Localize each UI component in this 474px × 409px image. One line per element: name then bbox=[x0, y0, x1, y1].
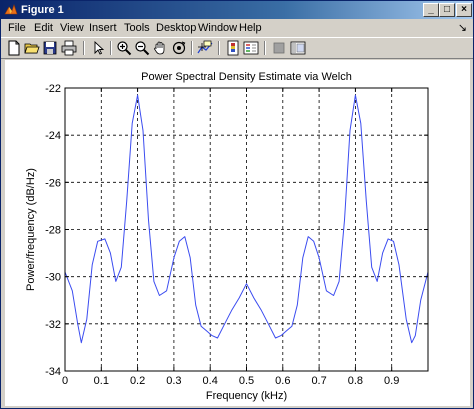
save-icon[interactable] bbox=[42, 40, 58, 56]
chart-title: Power Spectral Density Estimate via Welc… bbox=[141, 71, 352, 83]
matlab-logo-icon bbox=[4, 4, 18, 15]
zoom-in-icon[interactable] bbox=[116, 40, 132, 56]
x-tick-label: 0.9 bbox=[384, 375, 399, 387]
menu-help[interactable]: Help bbox=[239, 22, 262, 34]
toolbar-separator bbox=[83, 41, 85, 55]
data-cursor-icon[interactable] bbox=[197, 40, 213, 56]
minimize-button[interactable]: _ bbox=[423, 3, 439, 17]
y-tick-label: -30 bbox=[45, 272, 61, 284]
y-tick-label: -34 bbox=[45, 366, 61, 378]
pointer-icon[interactable] bbox=[90, 40, 106, 56]
title-bar[interactable]: Figure 1 _ □ × bbox=[1, 1, 473, 19]
rotate-3d-icon[interactable] bbox=[171, 40, 187, 56]
y-axis-label: Power/frequency (dB/Hz) bbox=[25, 168, 37, 291]
hide-plot-tools-icon[interactable] bbox=[271, 40, 287, 56]
y-tick-label: -22 bbox=[45, 83, 61, 95]
x-axis-label: Frequency (kHz) bbox=[206, 390, 287, 402]
menu-tools[interactable]: Tools bbox=[124, 22, 150, 34]
toolbar-separator bbox=[191, 41, 193, 55]
x-tick-label: 0.6 bbox=[275, 375, 290, 387]
close-button[interactable]: × bbox=[456, 3, 472, 17]
menu-edit[interactable]: Edit bbox=[34, 22, 53, 34]
toolbar-separator bbox=[264, 41, 266, 55]
menu-window[interactable]: Window bbox=[198, 22, 238, 34]
x-tick-label: 0.7 bbox=[311, 375, 326, 387]
x-tick-label: 0.5 bbox=[239, 375, 254, 387]
x-tick-label: 0 bbox=[62, 375, 68, 387]
menu-desktop[interactable]: Desktop bbox=[156, 22, 197, 34]
toolbar-separator bbox=[218, 41, 220, 55]
x-tick-label: 0.8 bbox=[348, 375, 363, 387]
open-folder-icon[interactable] bbox=[24, 40, 40, 56]
menu-insert[interactable]: Insert bbox=[89, 22, 117, 34]
psd-plot[interactable]: 0 0.1 0.2 0.3 0.4 0.5 0.6 0.7 0.8 0.9 -34 -32 -30 -28… bbox=[5, 60, 470, 406]
zoom-out-icon[interactable] bbox=[134, 40, 150, 56]
maximize-button[interactable]: □ bbox=[439, 3, 455, 17]
x-tick-label: 0.1 bbox=[94, 375, 109, 387]
show-plot-tools-icon[interactable] bbox=[290, 40, 306, 56]
y-tick-label: -32 bbox=[45, 319, 61, 331]
window-title: Figure 1 bbox=[21, 4, 64, 16]
dock-arrow-icon[interactable]: ↘ bbox=[457, 22, 467, 34]
pan-hand-icon[interactable] bbox=[152, 40, 168, 56]
x-tick-label: 0.4 bbox=[203, 375, 218, 387]
menu-bar: File Edit View Insert Tools Desktop Wind… bbox=[1, 19, 473, 37]
y-tick-label: -24 bbox=[45, 130, 61, 142]
menu-file[interactable]: File bbox=[8, 22, 26, 34]
x-tick-label: 0.3 bbox=[166, 375, 181, 387]
menu-view[interactable]: View bbox=[60, 22, 84, 34]
legend-icon[interactable] bbox=[243, 40, 259, 56]
y-tick-label: -28 bbox=[45, 225, 61, 237]
y-tick-label: -26 bbox=[45, 177, 61, 189]
figure-toolbar bbox=[1, 37, 473, 59]
new-file-icon[interactable] bbox=[6, 40, 22, 56]
colorbar-icon[interactable] bbox=[225, 40, 241, 56]
psd-series-line bbox=[64, 94, 429, 344]
print-icon[interactable] bbox=[61, 40, 77, 56]
x-tick-label: 0.2 bbox=[130, 375, 145, 387]
figure-canvas[interactable]: 0 0.1 0.2 0.3 0.4 0.5 0.6 0.7 0.8 0.9 -34 -32 -30 -28… bbox=[5, 60, 470, 406]
toolbar-separator bbox=[110, 41, 112, 55]
